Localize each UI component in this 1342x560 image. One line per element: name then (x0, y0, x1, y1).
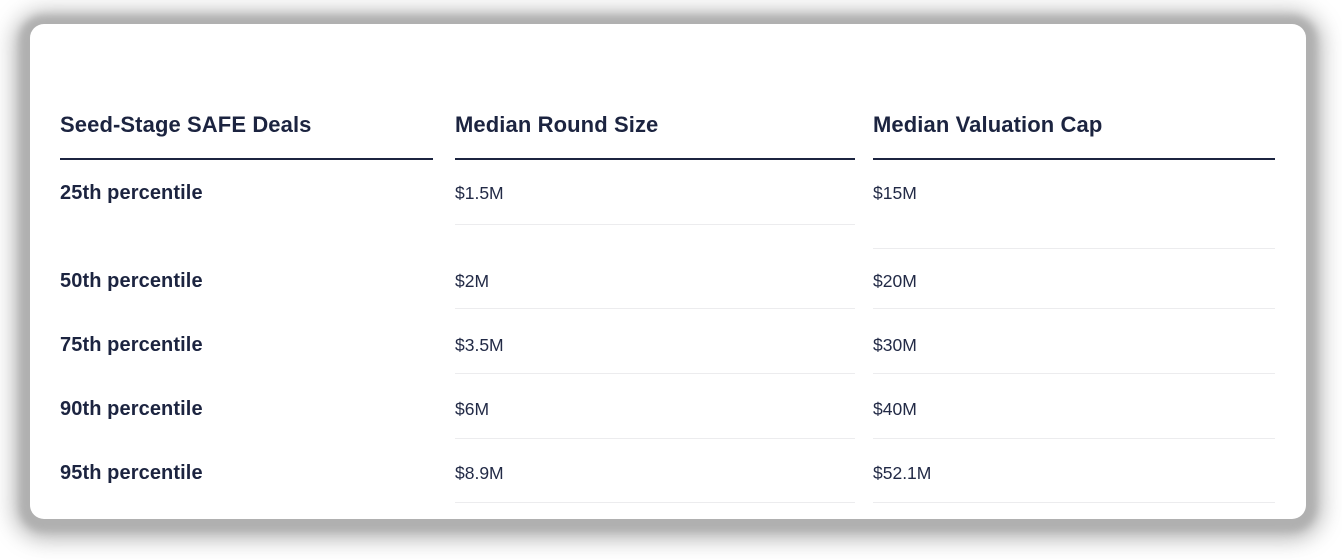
row-label-90th: 90th percentile (60, 398, 203, 420)
column-round-size: Median Round Size $1.5M $2M $3.5M $6M $8… (455, 24, 855, 519)
column-percentiles: Seed-Stage SAFE Deals 25th percentile 50… (60, 24, 433, 519)
row-label-25th: 25th percentile (60, 182, 203, 204)
valuation-cap-90th: $40M (873, 374, 1275, 439)
round-size-90th: $6M (455, 374, 855, 439)
valuation-cap-95th: $52.1M (873, 439, 1275, 503)
row-label-50th: 50th percentile (60, 270, 203, 292)
column-header-deals: Seed-Stage SAFE Deals (60, 24, 433, 160)
row-label-75th: 75th percentile (60, 334, 203, 356)
valuation-cap-25th: $15M (873, 160, 1275, 249)
round-size-95th: $8.9M (455, 439, 855, 503)
round-size-50th: $2M (455, 225, 855, 309)
valuation-cap-50th: $20M (873, 249, 1275, 309)
row-label-95th: 95th percentile (60, 462, 203, 484)
round-size-25th: $1.5M (455, 160, 855, 225)
column-header-valuation-cap: Median Valuation Cap (873, 24, 1275, 160)
column-valuation-cap: Median Valuation Cap $15M $20M $30M $40M… (873, 24, 1275, 519)
round-size-75th: $3.5M (455, 309, 855, 374)
valuation-cap-75th: $30M (873, 309, 1275, 374)
safe-deals-table-card: Seed-Stage SAFE Deals 25th percentile 50… (30, 24, 1306, 519)
column-header-round-size: Median Round Size (455, 24, 855, 160)
